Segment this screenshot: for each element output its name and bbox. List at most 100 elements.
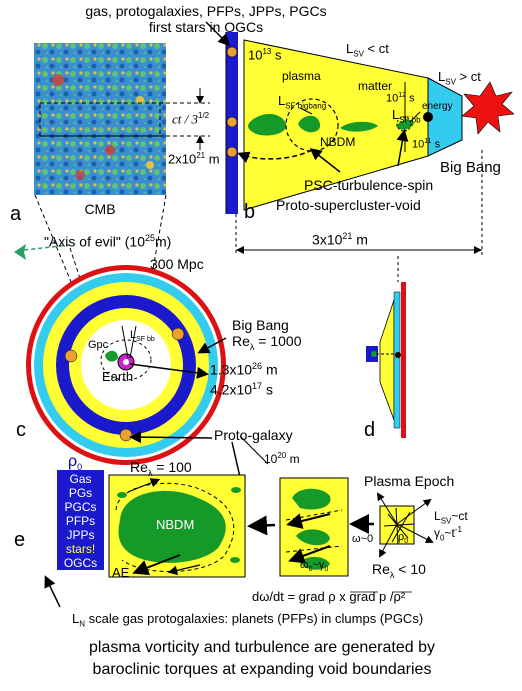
t11-unit: s: [431, 138, 441, 151]
axis-of-evil-label: "Axis of evil" (1025m): [44, 234, 171, 249]
leader-line: [309, 148, 341, 173]
axis-arrow-head: [14, 244, 26, 260]
dist-base: 2x10: [168, 151, 197, 167]
gas-list-item: PFPs: [65, 514, 96, 528]
side-view: [366, 282, 406, 438]
top-label-line-2: first stars in OGCs: [148, 19, 264, 35]
protogalaxy-dot: [226, 146, 238, 158]
panel-letter-e: e: [14, 529, 26, 551]
leader-line: [205, 21, 231, 47]
void-boundary: [100, 339, 152, 381]
axis-arrow: [23, 244, 71, 251]
omega-zero-label: ω~0: [352, 533, 374, 545]
omega-rest: ~γ: [312, 559, 325, 571]
r1-base: 1.3x10: [210, 361, 253, 378]
lsf-l: L: [130, 329, 137, 341]
ct-label: ct / 31/2: [172, 112, 209, 126]
lsv-less-label: LSV < ct: [346, 42, 389, 59]
rho0-label: ρ0: [68, 454, 82, 472]
lsf-sub: SF bb: [136, 336, 155, 344]
panel-letter-a: a: [10, 203, 22, 225]
big-bang-label-b: Big Bang: [440, 159, 501, 176]
gamma: γ: [434, 526, 440, 540]
dist-unit: m: [205, 151, 220, 167]
size-unit: m: [286, 452, 300, 466]
gas-list-item: PGs: [68, 486, 93, 500]
plasma-epoch-label: Plasma Epoch: [364, 473, 455, 489]
leader-line: [409, 111, 421, 123]
dark-matter-blob: [105, 350, 118, 362]
dark-matter-blob: [396, 119, 414, 130]
expansion-arrow: [376, 492, 398, 525]
lsv-greater-label: LSV > ct: [438, 70, 481, 87]
timeline-arrow: [237, 149, 313, 163]
gas-list-box: [57, 470, 104, 570]
axis-text: "Axis of evil" (10: [44, 233, 145, 250]
lsf-l: L: [392, 107, 400, 122]
size-base: 10: [264, 452, 278, 466]
protogalaxy-dot: [226, 46, 238, 58]
lsv-sub: SV: [353, 49, 364, 59]
caption-line-2: baroclinic torques at expanding void bou…: [92, 661, 432, 678]
leader-line: [197, 337, 227, 354]
gamma-sub: 0: [440, 533, 445, 543]
lsf-l: L: [278, 93, 286, 108]
panel-letter-c: c: [16, 419, 26, 441]
re-text: Re: [232, 333, 250, 349]
big-bang-star: [461, 81, 515, 135]
rho: ρ: [68, 453, 78, 470]
rho-sub: 0: [77, 462, 83, 473]
energy-label: energy: [422, 101, 453, 112]
gamma-rest: ~t: [444, 526, 455, 540]
energy-cone: [427, 77, 463, 157]
re-100-label: Reλ = 100: [130, 460, 192, 478]
panel-letter-d: d: [364, 419, 376, 441]
size-exp: 20: [277, 451, 287, 460]
span-unit: m: [352, 231, 368, 248]
axis-unit: m): [155, 233, 172, 250]
time-label-12: 1012 s: [386, 92, 415, 105]
ln-caption: LN scale gas protogalaxies: planets (PFP…: [72, 612, 423, 629]
lsv-rest: < ct: [363, 41, 389, 56]
lsv-sub: SV: [440, 516, 452, 526]
lsv-l: L: [434, 509, 441, 523]
t13-unit: s: [271, 47, 282, 63]
lsf-bigbang-label: LSF bigbang: [278, 94, 326, 111]
radius-s-label: 4.2x1017 s: [210, 382, 273, 397]
gas-list-item: stars!: [65, 542, 96, 556]
caption-line-1: plasma vorticity and turbulence are gene…: [89, 639, 435, 656]
protogalaxy-dot: [119, 428, 133, 442]
re-1000-label: Reλ = 1000: [232, 334, 302, 352]
t12-exp: 12: [398, 92, 407, 99]
lsv-rest: ~ct: [451, 509, 468, 523]
rho: ρ: [398, 531, 405, 543]
dark-matter-blob: [340, 121, 378, 132]
protogalaxy-dot: [64, 349, 78, 363]
top-label-line-1: gas, protogalaxies, PFPs, JPPs, PGCs: [85, 3, 327, 19]
re-val: = 100: [152, 459, 192, 475]
re-sub: λ: [249, 341, 255, 352]
cmb-label: CMB: [84, 201, 116, 217]
gas-list: Gas PGs PGCs PFPs JPPs stars! OGCs: [57, 472, 104, 570]
r2-unit: s: [262, 381, 273, 398]
re-sub: λ: [389, 569, 395, 580]
re-text: Re: [372, 561, 390, 577]
big-bang-point: [423, 112, 433, 122]
lsv-l: L: [438, 69, 446, 84]
lsf-bb-label-c: LSF bb: [130, 329, 155, 344]
lsf-sub: SF bb: [399, 115, 421, 125]
r2-exp: 17: [252, 381, 263, 391]
expansion-arrow: [379, 523, 398, 558]
cmb-map: [34, 43, 166, 195]
gamma-label: γ0~t-1: [434, 526, 462, 542]
caption-pointer: [44, 575, 61, 608]
re-val: < 10: [394, 561, 426, 577]
dark-matter-blob: [248, 113, 287, 136]
gas-list-item: Gas: [69, 472, 92, 486]
void-boundary: [396, 116, 412, 132]
guide-line: [121, 325, 129, 359]
span-exp: 21: [342, 231, 353, 241]
guide-line: [129, 325, 137, 359]
